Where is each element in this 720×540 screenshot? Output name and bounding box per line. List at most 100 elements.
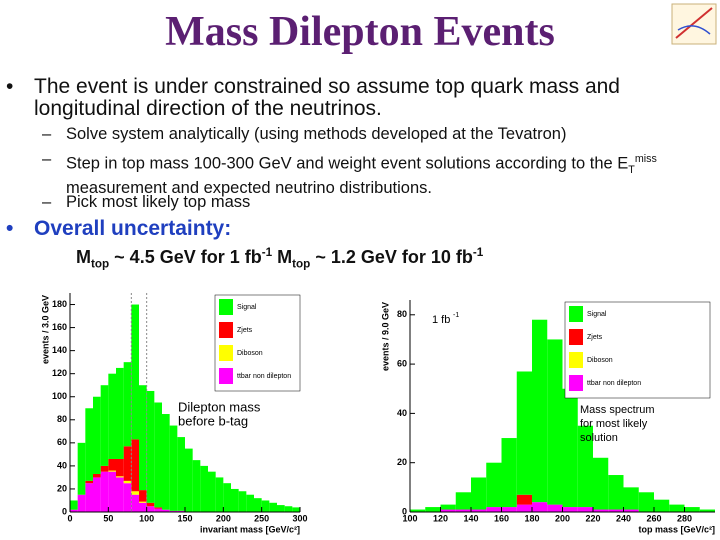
- legend-label: Signal: [587, 311, 607, 318]
- bar: [108, 373, 116, 459]
- x-tick-label: 180: [524, 513, 539, 523]
- bar: [162, 414, 170, 510]
- text: miss: [634, 153, 657, 165]
- bar: [410, 509, 426, 512]
- bar: [562, 388, 578, 508]
- bar: [208, 471, 216, 512]
- bar: [455, 492, 471, 510]
- x-tick-label: 0: [67, 513, 72, 523]
- bar: [131, 491, 139, 495]
- bar: [486, 462, 502, 508]
- bar: [486, 507, 502, 512]
- bar: [261, 500, 270, 512]
- bar: [562, 507, 578, 512]
- bar: [77, 494, 86, 512]
- sub-bullet: Solve system analytically (using methods…: [42, 125, 706, 143]
- legend-label: Diboson: [237, 350, 263, 357]
- bar: [192, 460, 201, 512]
- bar: [169, 425, 178, 511]
- text: ~ 4.5 GeV for 1 fb: [109, 247, 262, 267]
- bar: [223, 483, 231, 512]
- bar: [284, 506, 293, 512]
- slide-title: Mass Dilepton Events: [165, 9, 555, 55]
- bar: [131, 439, 139, 492]
- bar: [292, 507, 300, 512]
- bar: [93, 477, 101, 512]
- bar: [577, 425, 593, 508]
- bar: [471, 477, 487, 510]
- legend: [564, 301, 711, 399]
- bar: [593, 509, 609, 512]
- text: M: [76, 247, 91, 267]
- bar: [162, 509, 170, 512]
- bar: [85, 408, 93, 481]
- bar: [154, 402, 162, 508]
- legend-label: Zjets: [237, 327, 253, 334]
- bar: [70, 500, 78, 510]
- sub-bullet: Step in top mass 100-300 GeV and weight …: [42, 150, 706, 197]
- legend-swatch: [219, 299, 233, 315]
- x-axis-label: invariant mass [GeV/c²]: [200, 524, 300, 534]
- legend-label: Zjets: [587, 334, 603, 341]
- bar: [100, 465, 109, 472]
- y-tick-label: 80: [397, 309, 407, 319]
- bar: [123, 483, 132, 512]
- y-tick-label: 120: [52, 368, 67, 378]
- legend-label: Diboson: [587, 357, 613, 364]
- legend-label: ttbar non dilepton: [587, 380, 641, 387]
- bar: [108, 458, 116, 471]
- lumi-exp: -1: [453, 312, 459, 319]
- bullet: The event is under constrained so assume…: [6, 76, 714, 120]
- bar: [684, 507, 700, 512]
- sub-bullet: Pick most likely top mass: [42, 193, 706, 211]
- bar: [177, 437, 185, 511]
- bar: [116, 458, 124, 477]
- bar: [93, 473, 101, 478]
- bar: [139, 490, 147, 502]
- x-tick-label: 100: [139, 513, 154, 523]
- bar: [123, 446, 132, 481]
- bar: [77, 442, 86, 495]
- x-tick-label: 250: [254, 513, 269, 523]
- bar: [440, 509, 456, 512]
- bar: [177, 510, 185, 512]
- bar: [116, 367, 124, 459]
- bar: [100, 471, 109, 512]
- y-tick-label: 100: [52, 391, 67, 401]
- bar: [471, 509, 487, 512]
- legend-swatch: [219, 345, 233, 361]
- bar: [154, 508, 162, 512]
- y-tick-label: 180: [52, 299, 67, 309]
- text: ~ 1.2 GeV for 10 fb: [310, 247, 473, 267]
- x-tick-label: 120: [433, 513, 448, 523]
- bar: [593, 457, 609, 510]
- bar: [139, 501, 147, 503]
- bar: [146, 390, 155, 503]
- bar: [532, 502, 548, 512]
- y-tick-label: 140: [52, 345, 67, 355]
- legend-swatch: [569, 352, 583, 368]
- bar: [131, 304, 139, 440]
- legend-swatch: [569, 306, 583, 322]
- legend-swatch: [219, 322, 233, 338]
- bar: [85, 483, 93, 512]
- text: top: [91, 257, 110, 271]
- bar: [277, 505, 285, 512]
- bar: [455, 509, 471, 512]
- bar: [108, 471, 116, 512]
- bar: [70, 509, 78, 512]
- text: Step in top mass 100-300 GeV and weight …: [66, 154, 629, 173]
- y-tick-label: 0: [62, 506, 67, 516]
- lumi: 1 fb: [432, 314, 450, 326]
- bar: [154, 507, 162, 509]
- x-tick-label: 100: [402, 513, 417, 523]
- x-tick-label: 150: [177, 513, 192, 523]
- bar: [146, 506, 155, 512]
- text: -1: [472, 246, 484, 259]
- bar: [93, 396, 101, 474]
- bar: [501, 507, 517, 512]
- bar: [516, 504, 532, 512]
- annotation: Dilepton mass: [178, 399, 261, 414]
